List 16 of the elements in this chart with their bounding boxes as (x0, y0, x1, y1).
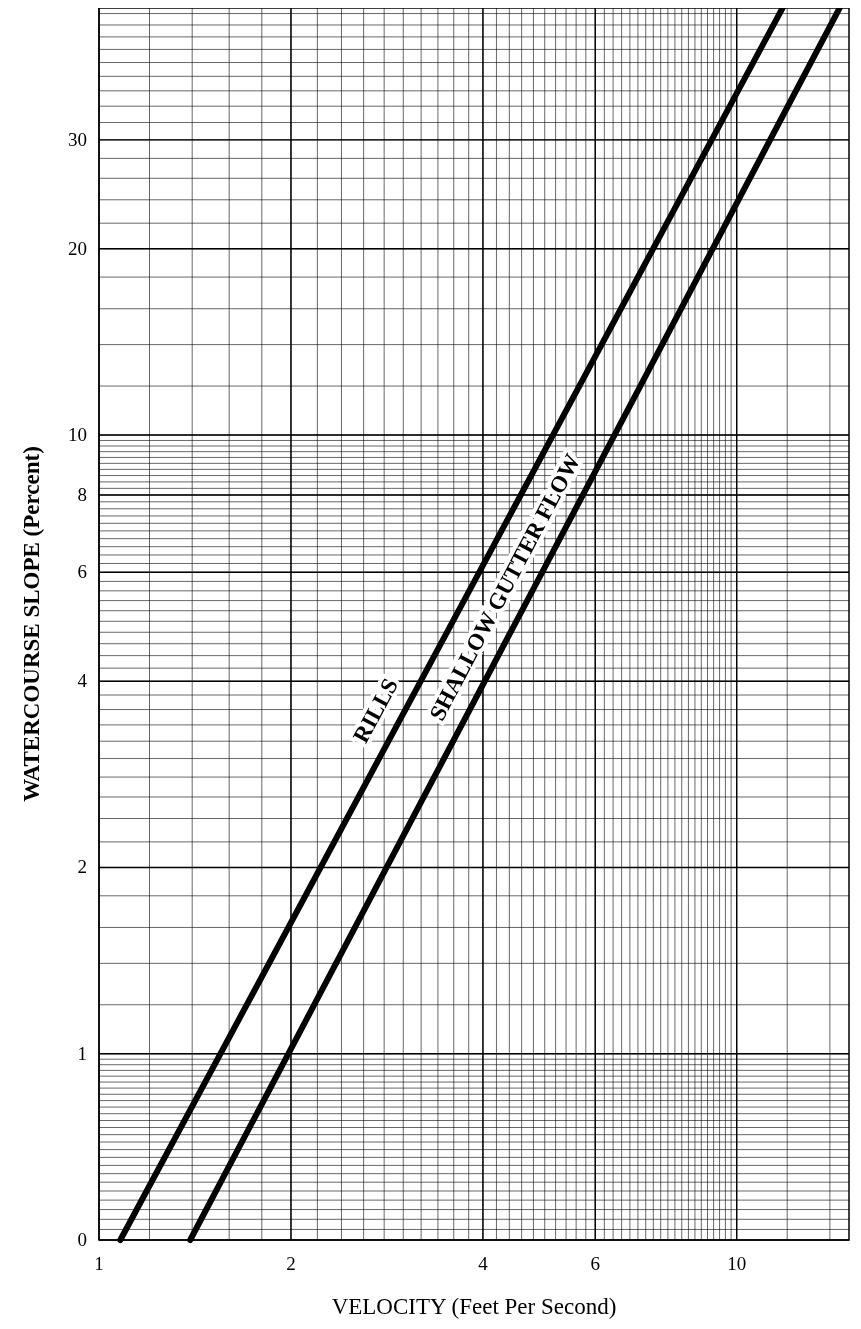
y-axis-title: WATERCOURSE SLOPE (Percent) (19, 446, 44, 802)
x-tick-label: 1 (94, 1253, 104, 1274)
y-tick-label: 10 (68, 424, 87, 446)
y-tick-label: 2 (77, 856, 87, 878)
y-tick-label: 20 (68, 237, 87, 259)
y-tick-label: 1 (77, 1042, 87, 1064)
x-tick-label: 2 (286, 1253, 296, 1274)
x-tick-label: 6 (590, 1253, 600, 1274)
x-axis-title: VELOCITY (Feet Per Second) (331, 1294, 617, 1319)
x-tick-label: 10 (727, 1253, 747, 1274)
y-tick-label: 6 (77, 561, 87, 583)
x-tick-label: 4 (478, 1253, 489, 1274)
y-tick-label: 30 (68, 128, 87, 150)
y-tick-label: 0 (77, 1229, 87, 1250)
y-tick-label: 8 (77, 483, 87, 505)
y-tick-label: 4 (77, 670, 88, 692)
